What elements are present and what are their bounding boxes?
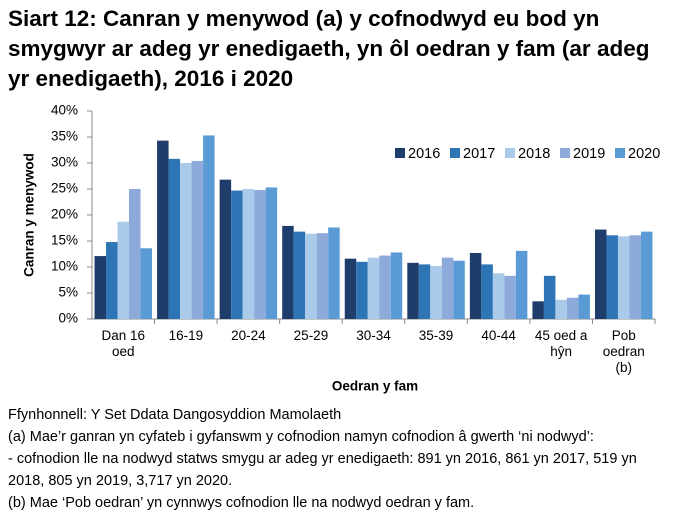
y-tick-label: 30%	[51, 155, 78, 170]
bar	[407, 262, 419, 319]
bar	[106, 242, 118, 319]
legend-label: 2017	[463, 146, 495, 162]
bar	[441, 257, 454, 319]
note: - cofnodion lle na nodwyd statws smygu a…	[8, 451, 637, 489]
bar	[191, 160, 204, 319]
bar	[481, 264, 493, 319]
bar	[578, 294, 590, 319]
note: (b) Mae ‘Pob oedran’ yn cynnwys cofnodio…	[8, 495, 475, 511]
y-tick-label: 5%	[58, 285, 78, 300]
bar	[640, 231, 653, 319]
bar	[242, 189, 255, 319]
legend-label: 2016	[408, 146, 440, 162]
x-tick-label: 45 oed a hŷn	[534, 328, 588, 359]
legend-label: 2019	[573, 146, 605, 162]
bar	[367, 257, 380, 319]
legend-swatch	[560, 148, 570, 158]
bar	[594, 229, 607, 319]
bar	[379, 255, 391, 319]
bar	[430, 265, 442, 319]
bar	[293, 231, 306, 319]
bar	[180, 163, 192, 319]
bar	[231, 190, 243, 319]
x-tick-label: Dan 16 oed	[101, 328, 146, 359]
note: Ffynhonnell: Y Set Ddata Dangosyddion Ma…	[8, 407, 342, 423]
legend-label: 2018	[518, 146, 550, 162]
bar	[390, 252, 403, 319]
y-tick-label: 20%	[51, 207, 78, 222]
bar	[305, 233, 317, 319]
bar	[492, 273, 505, 319]
legend-swatch	[505, 148, 515, 158]
x-tick-label: 20-24	[231, 328, 266, 343]
bar	[566, 297, 579, 319]
x-tick-label: 30-34	[356, 328, 391, 343]
y-tick-label: 40%	[51, 103, 78, 118]
x-tick-label: 40-44	[481, 328, 516, 343]
y-tick-label: 10%	[51, 259, 78, 274]
legend-label: 2020	[628, 146, 660, 162]
bar	[515, 250, 528, 319]
bar	[94, 256, 107, 319]
bar	[328, 227, 340, 319]
bar	[344, 258, 357, 319]
x-tick-label: 35-39	[418, 328, 454, 343]
chart: Canran y menywod Oedran y fam 0% 5% 10% 15%…	[22, 103, 661, 394]
bar	[543, 275, 556, 319]
legend-swatch	[395, 148, 405, 158]
bar	[157, 140, 169, 319]
x-tick-label: Pob oedran (b)	[602, 328, 645, 375]
bar	[219, 179, 232, 319]
bar	[555, 299, 567, 319]
x-tick-label: 25-29	[293, 328, 329, 343]
legend-swatch	[450, 148, 460, 158]
bar	[254, 190, 266, 319]
notes: Ffynhonnell: Y Set Ddata Dangosyddion Ma…	[8, 404, 673, 514]
legend-swatch	[615, 148, 625, 158]
bar	[168, 158, 181, 319]
bar	[504, 275, 516, 319]
bar	[629, 235, 641, 319]
y-tick-label: 25%	[51, 181, 78, 196]
y-tick-label: 35%	[51, 129, 78, 144]
bar	[265, 187, 278, 319]
bar	[316, 233, 329, 319]
bar	[140, 248, 153, 319]
bar	[617, 236, 630, 319]
bar	[532, 301, 544, 319]
bar	[453, 260, 465, 319]
bar	[418, 264, 431, 319]
bar	[282, 225, 294, 319]
x-tick-label: 16-19	[168, 328, 204, 343]
bar	[117, 221, 130, 319]
x-axis-title: Oedran y fam	[332, 379, 418, 394]
bar	[469, 252, 482, 319]
note: (a) Mae’r ganran yn cyfateb i gyfanswm y…	[8, 429, 594, 445]
y-axis-title: Canran y menywod	[22, 153, 37, 277]
bar	[129, 189, 141, 319]
y-tick-label: 15%	[51, 233, 78, 248]
bar	[203, 135, 215, 319]
chart-title: Siart 12: Canran y menywod (a) y cofnodw…	[8, 6, 650, 91]
bar	[356, 261, 368, 319]
y-tick-label: 0%	[58, 311, 78, 326]
bar	[606, 235, 618, 319]
